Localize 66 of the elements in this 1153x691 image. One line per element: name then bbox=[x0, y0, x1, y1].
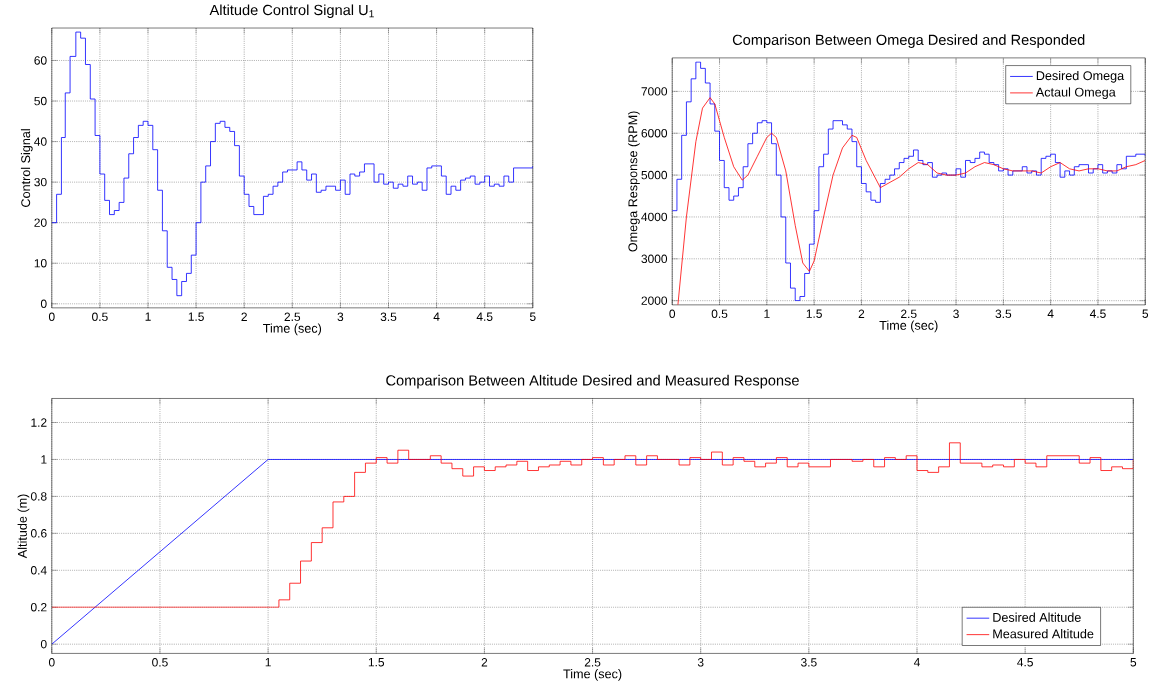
x-tick-label: 1.5 bbox=[188, 312, 204, 321]
chart-title: Altitude Control Signal U$_{1}$ bbox=[209, 4, 374, 18]
y-tick-label: 0 bbox=[40, 299, 47, 308]
x-tick-label: 3.5 bbox=[801, 657, 817, 667]
y-axis-title: Altitude (m) bbox=[17, 494, 30, 559]
x-tick-label: 1.5 bbox=[368, 657, 385, 667]
legend-label: Desired Altitude bbox=[993, 612, 1081, 622]
y-tick-label: 60 bbox=[34, 56, 47, 65]
y-tick-label: 20 bbox=[34, 218, 47, 227]
y-tick-label: 6000 bbox=[641, 128, 668, 138]
y-axis-title: Omega Response (RPM) bbox=[628, 111, 640, 252]
y-tick-label: 2000 bbox=[641, 296, 668, 305]
y-tick-label: 0.4 bbox=[30, 565, 47, 575]
y-tick-label: 5000 bbox=[641, 170, 668, 180]
y-axis-title: Control Signal bbox=[20, 129, 33, 207]
x-tick-label: 4 bbox=[433, 312, 440, 321]
y-tick-label: 0.8 bbox=[30, 492, 47, 501]
x-axis-title: Time (sec) bbox=[563, 668, 622, 681]
x-tick-label: 3 bbox=[697, 657, 704, 667]
y-tick-label: 50 bbox=[34, 96, 47, 106]
legend-label: Desired Omega bbox=[1036, 70, 1125, 83]
x-tick-label: 3 bbox=[953, 309, 959, 318]
x-tick-label: 0.5 bbox=[92, 312, 108, 321]
x-tick-label: 2 bbox=[481, 657, 488, 667]
x-tick-label: 0 bbox=[48, 657, 55, 667]
x-tick-label: 0 bbox=[48, 312, 55, 321]
x-tick-label: 1 bbox=[265, 657, 271, 667]
chart-title: Comparison Between Altitude Desired and Measured Response bbox=[386, 374, 799, 389]
x-tick-label: 3.5 bbox=[995, 309, 1012, 318]
x-tick-label: 1.5 bbox=[806, 309, 822, 318]
x-tick-label: 5 bbox=[1130, 657, 1137, 667]
x-tick-label: 4.5 bbox=[1017, 657, 1033, 667]
legend-label: Actaul Omega bbox=[1035, 87, 1116, 99]
x-axis-title: Time (sec) bbox=[879, 320, 938, 333]
x-tick-label: 2.5 bbox=[284, 312, 301, 321]
y-tick-label: 0.2 bbox=[30, 602, 47, 612]
x-tick-label: 2.5 bbox=[584, 657, 601, 667]
chart-title: Comparison Between Omega Desired and Responded bbox=[732, 34, 1085, 48]
x-tick-label: 4 bbox=[1047, 309, 1054, 318]
y-tick-label: 7000 bbox=[641, 87, 668, 96]
x-tick-label: 0 bbox=[669, 309, 676, 318]
x-tick-label: 4.5 bbox=[1089, 309, 1106, 318]
x-tick-label: 1 bbox=[145, 312, 151, 321]
y-tick-label: 1.2 bbox=[31, 418, 47, 427]
x-tick-label: 5 bbox=[1142, 309, 1149, 318]
y-tick-label: 4000 bbox=[641, 212, 668, 222]
x-tick-label: 3.5 bbox=[380, 312, 397, 321]
y-tick-label: 1 bbox=[41, 455, 47, 464]
x-tick-label: 4 bbox=[913, 657, 920, 667]
x-tick-label: 5 bbox=[529, 312, 536, 321]
x-tick-label: 2.5 bbox=[901, 309, 917, 318]
y-tick-label: 0 bbox=[40, 639, 47, 649]
x-tick-label: 2 bbox=[241, 312, 247, 321]
x-tick-label: 4.5 bbox=[476, 312, 493, 321]
y-tick-label: 30 bbox=[34, 177, 47, 187]
x-tick-label: 3 bbox=[337, 312, 344, 321]
x-tick-label: 2 bbox=[858, 309, 865, 318]
y-tick-label: 3000 bbox=[641, 254, 668, 263]
x-tick-label: 0.5 bbox=[711, 309, 728, 318]
x-tick-label: 1 bbox=[764, 309, 770, 318]
y-tick-label: 40 bbox=[34, 137, 47, 146]
x-axis-title: Time (sec) bbox=[263, 323, 322, 336]
x-tick-label: 0.5 bbox=[152, 657, 168, 667]
legend-label: Measured Altitude bbox=[993, 628, 1094, 639]
y-tick-label: 0.6 bbox=[30, 528, 47, 538]
y-tick-label: 10 bbox=[34, 258, 47, 268]
